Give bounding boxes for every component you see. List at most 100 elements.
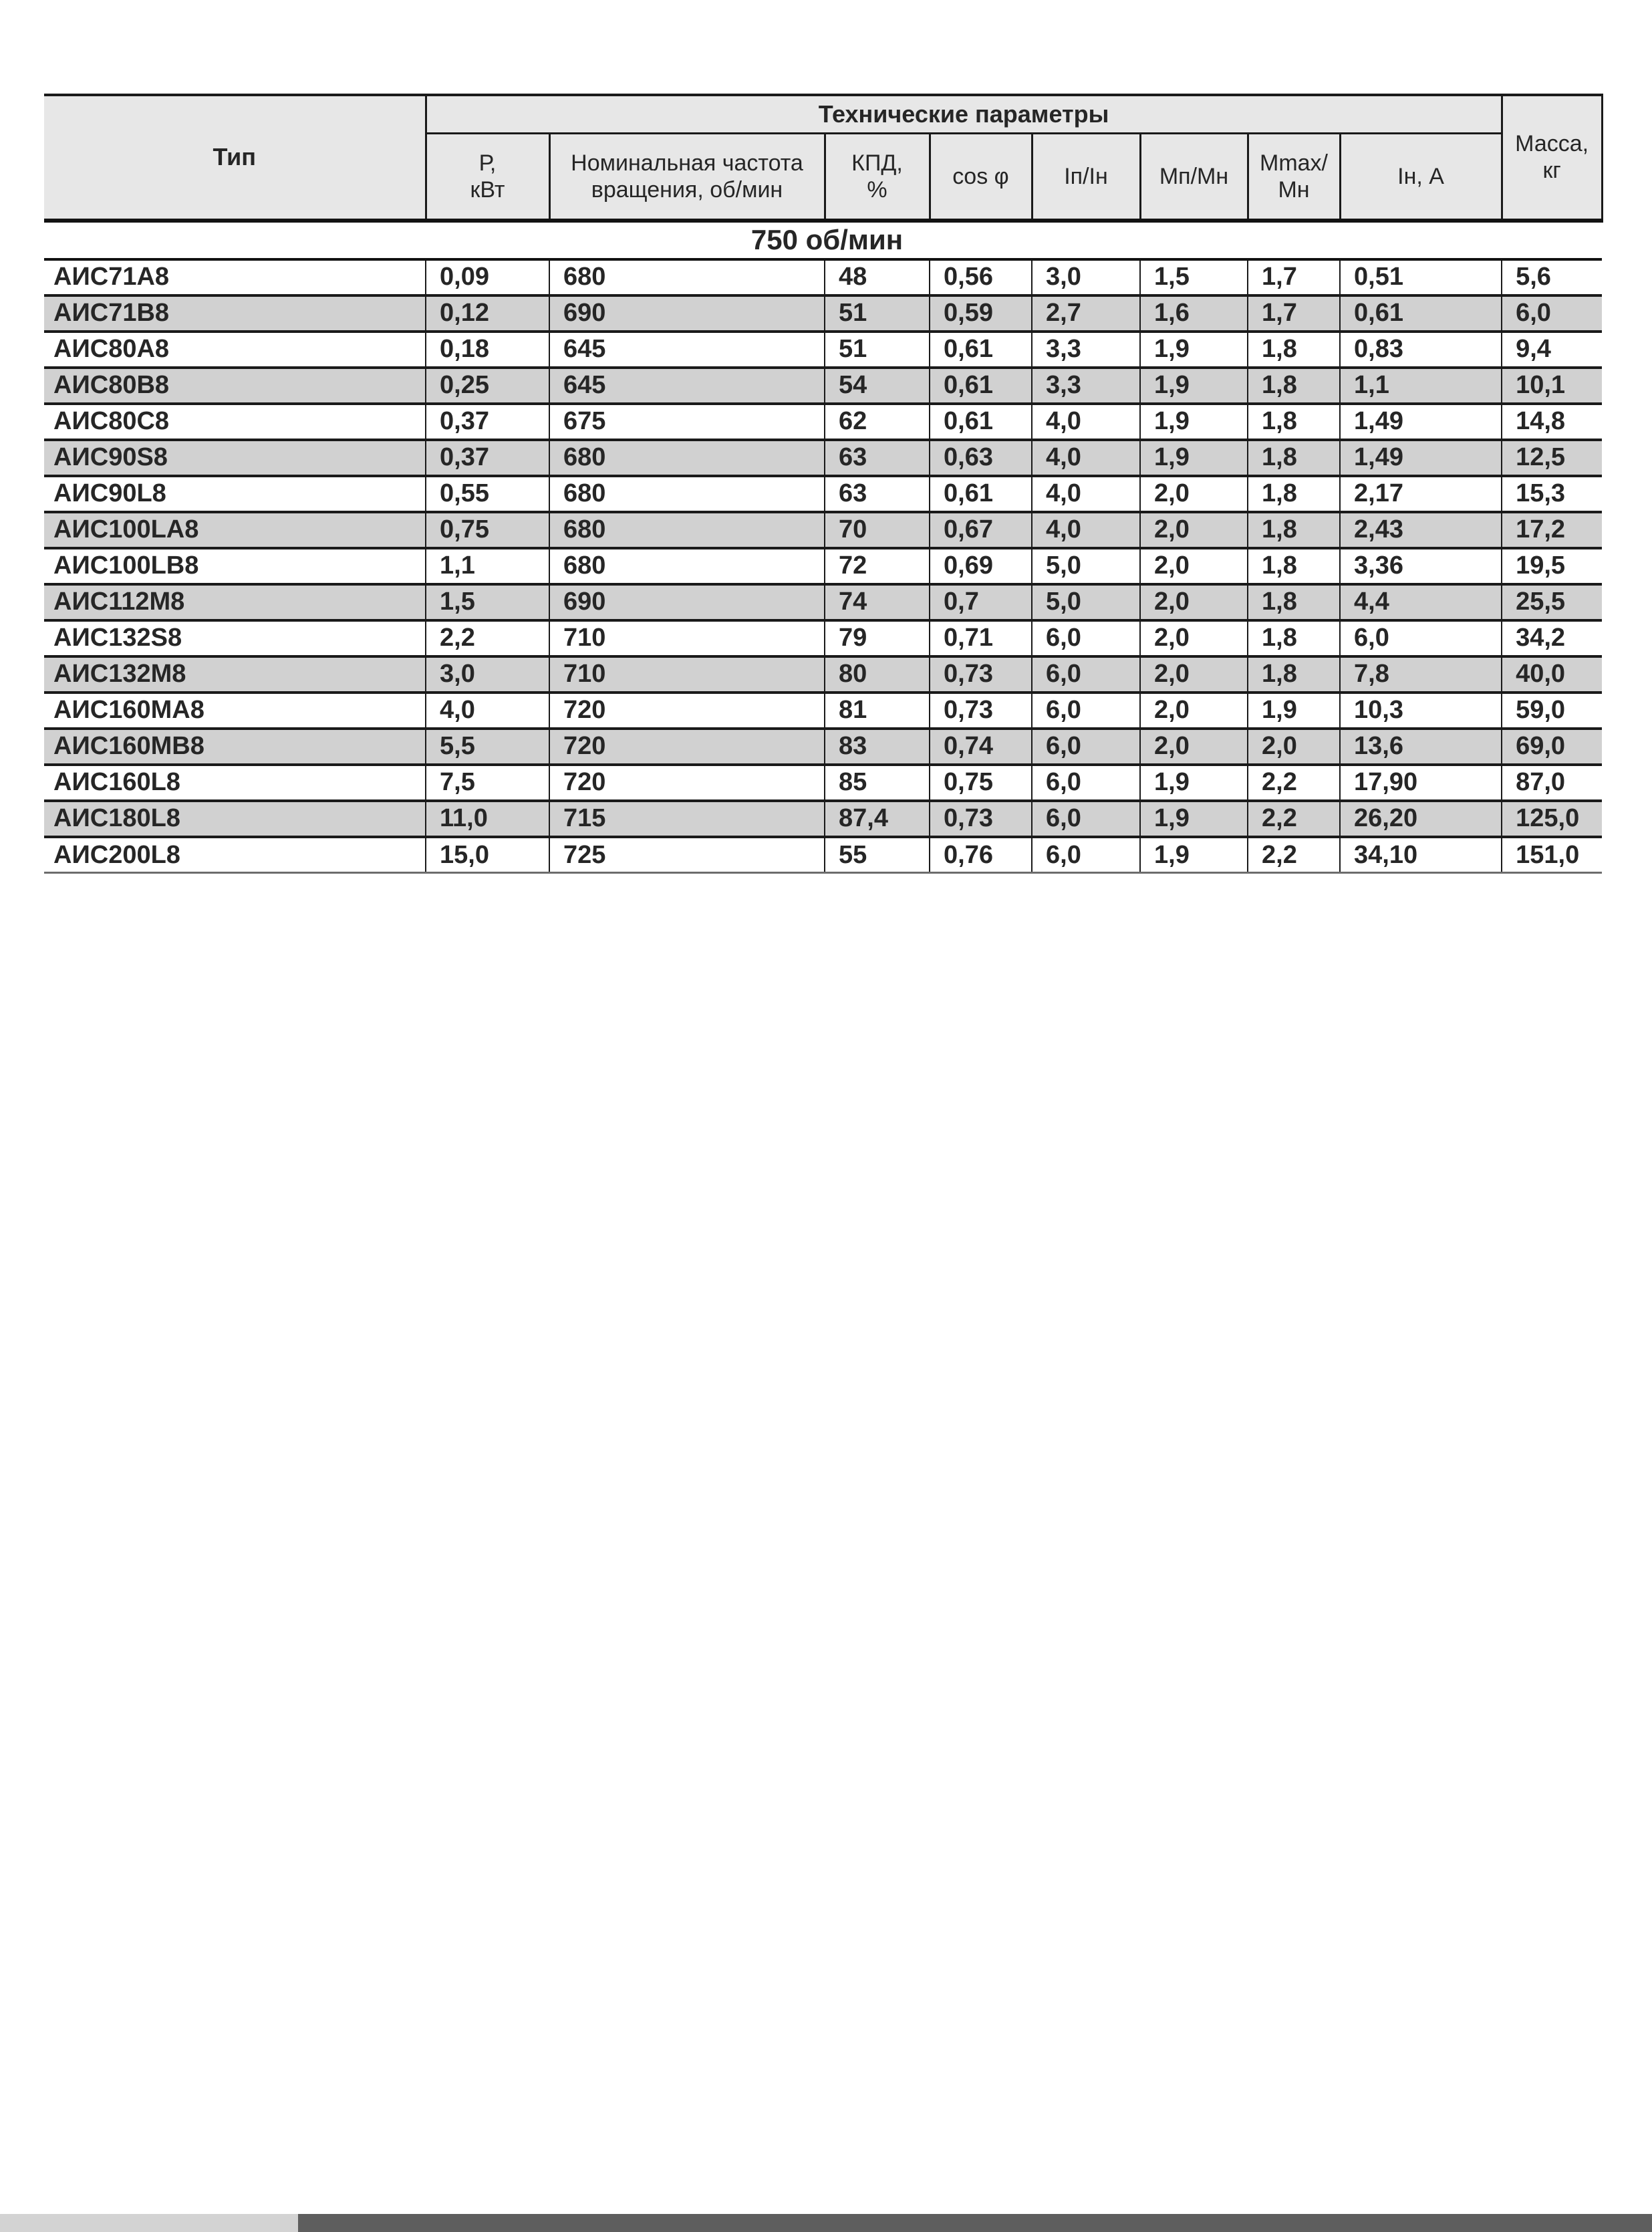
parameter-value-cell: 715 (549, 799, 825, 838)
column-header-technical-parameters-group: Технические параметры (424, 94, 1503, 135)
parameter-value-cell: 0,75 (929, 763, 1032, 802)
parameter-value-cell: 0,75 (425, 510, 550, 549)
parameter-value-cell: 0,73 (929, 691, 1032, 730)
table-row: АИС160L8 7,5 720 85 0,75 6,0 1,9 2,2 17,90 87,0 (44, 763, 1603, 802)
parameter-value-cell: 15,0 (425, 835, 550, 874)
parameter-value-cell: 1,9 (1139, 835, 1248, 874)
parameter-value-cell: 710 (549, 654, 825, 694)
parameter-value-cell: 0,56 (929, 257, 1032, 297)
parameter-value-cell: 0,61 (929, 402, 1032, 441)
parameter-value-cell: 1,7 (1247, 257, 1341, 297)
table-row: АИС180L8 11,0 715 87,4 0,73 6,0 1,9 2,2 26,20 125… (44, 799, 1603, 838)
column-header-efficiency: КПД, % (823, 133, 931, 221)
parameter-value-cell: 680 (549, 438, 825, 477)
parameter-value-cell: 25,5 (1501, 582, 1603, 622)
parameter-value-cell: 2,0 (1139, 546, 1248, 586)
footer-bar-light-segment (0, 2214, 298, 2232)
parameter-value-cell: 7,5 (425, 763, 550, 802)
table-row: АИС80С8 0,37 675 62 0,61 4,0 1,9 1,8 1,49 14,8 (44, 402, 1603, 441)
parameter-value-cell: 17,90 (1339, 763, 1503, 802)
parameter-value-cell: 85 (824, 763, 930, 802)
parameter-value-cell: 1,9 (1139, 438, 1248, 477)
parameter-value-cell: 14,8 (1501, 402, 1603, 441)
parameter-value-cell: 4,0 (1031, 474, 1141, 513)
parameter-value-cell: 125,0 (1501, 799, 1603, 838)
motor-type-cell: АИС132М8 (44, 654, 426, 694)
motor-type-cell: АИС160L8 (44, 763, 426, 802)
parameter-value-cell: 6,0 (1031, 691, 1141, 730)
parameter-value-cell: 48 (824, 257, 930, 297)
parameter-value-cell: 11,0 (425, 799, 550, 838)
motor-type-cell: АИС112М8 (44, 582, 426, 622)
table-row: АИС80А8 0,18 645 51 0,61 3,3 1,9 1,8 0,83 9,4 (44, 330, 1603, 369)
table-row: АИС71В8 0,12 690 51 0,59 2,7 1,6 1,7 0,61 6,0 (44, 293, 1603, 333)
table-body: 750 об/мин АИС71А8 0,09 680 48 0,56 3,0 1,5 1,7… (44, 218, 1603, 874)
table-row: АИС80В8 0,25 645 54 0,61 3,3 1,9 1,8 1,1 10,1 (44, 366, 1603, 405)
parameter-value-cell: 1,8 (1247, 618, 1341, 658)
motor-type-cell: АИС80С8 (44, 402, 426, 441)
parameter-value-cell: 79 (824, 618, 930, 658)
table-row: АИС160МА8 4,0 720 81 0,73 6,0 2,0 1,9 10,3 59,0 (44, 691, 1603, 730)
parameter-value-cell: 1,8 (1247, 546, 1341, 586)
footer-bar (0, 2214, 1652, 2232)
parameter-value-cell: 710 (549, 618, 825, 658)
parameter-value-cell: 4,0 (1031, 438, 1141, 477)
parameter-value-cell: 1,9 (1139, 402, 1248, 441)
parameter-value-cell: 720 (549, 763, 825, 802)
parameter-value-cell: 720 (549, 691, 825, 730)
parameter-value-cell: 0,69 (929, 546, 1032, 586)
parameter-value-cell: 2,2 (1247, 799, 1341, 838)
table-row: АИС100LB8 1,1 680 72 0,69 5,0 2,0 1,8 3,36 19,5 (44, 546, 1603, 586)
parameter-value-cell: 51 (824, 293, 930, 333)
parameter-value-cell: 0,59 (929, 293, 1032, 333)
parameter-value-cell: 0,73 (929, 654, 1032, 694)
parameter-value-cell: 6,0 (1031, 799, 1141, 838)
parameter-value-cell: 80 (824, 654, 930, 694)
parameter-value-cell: 2,17 (1339, 474, 1503, 513)
motor-parameters-table: Тип Технические параметры Масса, кг Р, к… (44, 94, 1603, 874)
motor-type-cell: АИС80А8 (44, 330, 426, 369)
table-row: АИС112М8 1,5 690 74 0,7 5,0 2,0 1,8 4,4 25,5 (44, 582, 1603, 622)
table-row: АИС132S8 2,2 710 79 0,71 6,0 2,0 1,8 6,0 34,2 (44, 618, 1603, 658)
parameter-value-cell: 1,1 (425, 546, 550, 586)
parameter-value-cell: 2,2 (1247, 763, 1341, 802)
parameter-value-cell: 6,0 (1339, 618, 1503, 658)
parameter-value-cell: 2,0 (1139, 654, 1248, 694)
parameter-value-cell: 7,8 (1339, 654, 1503, 694)
parameter-value-cell: 1,1 (1339, 366, 1503, 405)
parameter-value-cell: 0,83 (1339, 330, 1503, 369)
parameter-value-cell: 1,8 (1247, 438, 1341, 477)
parameter-value-cell: 1,7 (1247, 293, 1341, 333)
parameter-value-cell: 15,3 (1501, 474, 1603, 513)
parameter-value-cell: 87,0 (1501, 763, 1603, 802)
parameter-value-cell: 0,61 (929, 330, 1032, 369)
column-header-mp-mn: Мп/Мн (1139, 133, 1249, 221)
parameter-value-cell: 1,8 (1247, 402, 1341, 441)
parameter-value-cell: 1,8 (1247, 510, 1341, 549)
parameter-value-cell: 2,0 (1139, 582, 1248, 622)
parameter-value-cell: 725 (549, 835, 825, 874)
parameter-value-cell: 1,8 (1247, 366, 1341, 405)
column-header-cos-phi: cos φ (928, 133, 1033, 221)
column-header-ip-in: Iп/Iн (1030, 133, 1141, 221)
parameter-value-cell: 10,1 (1501, 366, 1603, 405)
parameter-value-cell: 3,0 (1031, 257, 1141, 297)
footer-bar-dark-segment (298, 2214, 1652, 2232)
parameter-value-cell: 680 (549, 510, 825, 549)
parameter-value-cell: 2,7 (1031, 293, 1141, 333)
parameter-value-cell: 690 (549, 293, 825, 333)
parameter-value-cell: 4,0 (1031, 510, 1141, 549)
parameter-value-cell: 3,3 (1031, 366, 1141, 405)
parameter-value-cell: 0,61 (1339, 293, 1503, 333)
parameter-value-cell: 2,0 (1139, 727, 1248, 766)
parameter-value-cell: 1,8 (1247, 330, 1341, 369)
table-row: АИС71А8 0,09 680 48 0,56 3,0 1,5 1,7 0,51 5,6 (44, 257, 1603, 297)
parameter-value-cell: 62 (824, 402, 930, 441)
parameter-value-cell: 72 (824, 546, 930, 586)
parameter-value-cell: 2,0 (1139, 510, 1248, 549)
parameter-value-cell: 0,37 (425, 438, 550, 477)
parameter-value-cell: 0,71 (929, 618, 1032, 658)
parameter-value-cell: 1,9 (1139, 763, 1248, 802)
parameter-value-cell: 0,18 (425, 330, 550, 369)
parameter-value-cell: 34,10 (1339, 835, 1503, 874)
